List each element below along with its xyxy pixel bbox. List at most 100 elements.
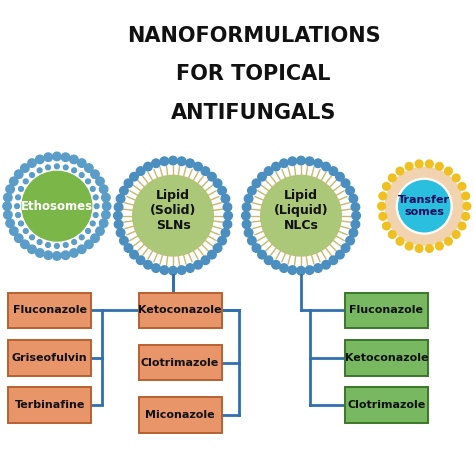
Circle shape [16, 195, 20, 200]
Circle shape [396, 167, 404, 175]
Circle shape [23, 228, 29, 234]
Circle shape [351, 203, 360, 211]
Circle shape [458, 182, 466, 190]
Circle shape [252, 179, 261, 188]
Circle shape [64, 165, 68, 170]
Circle shape [218, 237, 227, 245]
Circle shape [349, 194, 358, 203]
Text: Miconazole: Miconazole [146, 410, 215, 420]
Circle shape [445, 237, 452, 245]
Circle shape [22, 172, 91, 241]
Text: FOR TOPICAL: FOR TOPICAL [176, 64, 331, 84]
Circle shape [224, 211, 232, 220]
Circle shape [9, 177, 18, 185]
Circle shape [92, 212, 99, 219]
Circle shape [208, 173, 216, 181]
Circle shape [405, 242, 413, 250]
Circle shape [96, 177, 104, 185]
Circle shape [208, 250, 216, 259]
Circle shape [186, 159, 194, 167]
Circle shape [93, 203, 100, 210]
Circle shape [349, 228, 358, 237]
Circle shape [399, 181, 450, 232]
Circle shape [79, 172, 85, 178]
Circle shape [436, 163, 443, 170]
Circle shape [144, 162, 152, 171]
Circle shape [78, 159, 86, 167]
Circle shape [396, 237, 404, 245]
Circle shape [194, 261, 202, 269]
Circle shape [86, 179, 91, 184]
Circle shape [201, 256, 210, 264]
Circle shape [242, 211, 250, 220]
Circle shape [336, 173, 344, 181]
FancyBboxPatch shape [8, 292, 91, 328]
Circle shape [79, 234, 85, 240]
Circle shape [144, 261, 152, 269]
Circle shape [72, 168, 76, 173]
Circle shape [314, 159, 322, 167]
Text: Clotrimazole: Clotrimazole [347, 400, 426, 410]
Circle shape [389, 231, 396, 238]
Circle shape [280, 264, 288, 273]
Circle shape [70, 155, 78, 164]
Circle shape [100, 185, 108, 193]
Circle shape [79, 235, 84, 240]
Circle shape [426, 160, 433, 168]
Circle shape [383, 182, 390, 190]
Text: Lipid
(Solid)
SLNs: Lipid (Solid) SLNs [150, 190, 196, 232]
Circle shape [45, 164, 51, 171]
Circle shape [63, 242, 69, 248]
Circle shape [53, 152, 61, 161]
Circle shape [329, 167, 337, 175]
Circle shape [102, 202, 111, 210]
Circle shape [72, 240, 76, 245]
Circle shape [463, 202, 471, 210]
Circle shape [130, 250, 138, 259]
Circle shape [23, 228, 28, 233]
Text: Transfer
somes: Transfer somes [398, 195, 450, 217]
Circle shape [15, 204, 19, 209]
Circle shape [55, 164, 59, 169]
Text: Ethosomes: Ethosomes [21, 200, 93, 213]
Circle shape [297, 266, 305, 275]
Circle shape [23, 179, 28, 184]
FancyBboxPatch shape [138, 292, 221, 328]
Circle shape [305, 157, 314, 165]
Circle shape [194, 162, 202, 171]
Circle shape [152, 159, 160, 167]
Circle shape [54, 243, 60, 249]
Circle shape [101, 210, 110, 219]
Circle shape [264, 256, 273, 264]
Circle shape [221, 228, 230, 237]
Circle shape [116, 194, 125, 203]
Circle shape [201, 167, 210, 175]
Circle shape [90, 186, 96, 192]
FancyBboxPatch shape [345, 340, 428, 375]
Circle shape [23, 178, 29, 184]
Circle shape [351, 220, 360, 228]
Circle shape [130, 173, 138, 181]
Circle shape [272, 162, 280, 171]
Circle shape [458, 222, 466, 230]
Circle shape [28, 245, 36, 254]
Circle shape [213, 244, 222, 252]
Circle shape [169, 266, 177, 275]
Circle shape [114, 211, 122, 220]
Circle shape [71, 167, 77, 173]
Circle shape [36, 249, 44, 257]
Circle shape [258, 250, 266, 259]
Circle shape [100, 219, 108, 228]
Circle shape [15, 194, 21, 201]
Circle shape [53, 252, 61, 260]
Text: Ketoconazole: Ketoconazole [345, 353, 428, 363]
Circle shape [322, 261, 330, 269]
Text: NANOFORMULATIONS: NANOFORMULATIONS [127, 26, 381, 46]
Circle shape [379, 212, 387, 220]
Circle shape [314, 264, 322, 273]
Circle shape [378, 202, 385, 210]
Circle shape [93, 213, 98, 218]
Circle shape [44, 153, 53, 162]
Circle shape [6, 219, 14, 228]
Circle shape [137, 167, 145, 175]
